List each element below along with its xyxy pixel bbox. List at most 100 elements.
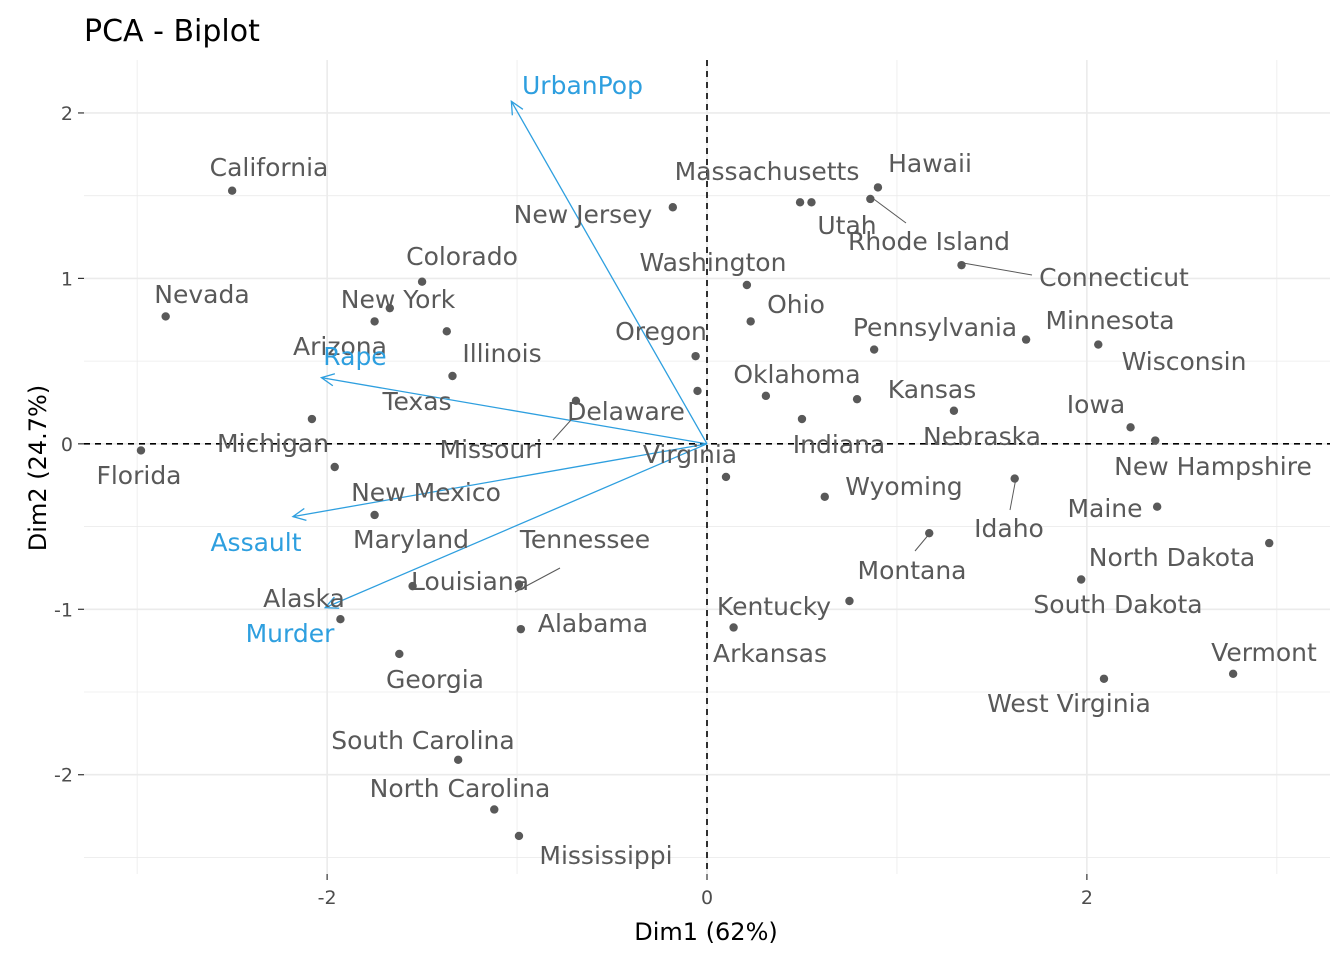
point-missouri [571, 396, 581, 406]
point-label-minnesota: Minnesota [1045, 306, 1174, 335]
point-label-kentucky: Kentucky [717, 592, 831, 621]
point-massachusetts [795, 198, 805, 207]
point-label-vermont: Vermont [1211, 638, 1317, 667]
y-tick-label: -1 [54, 599, 73, 621]
point-alabama [516, 624, 526, 634]
point-label-california: California [210, 153, 329, 182]
point-label-north-carolina: North Carolina [370, 774, 551, 803]
point-new-hampshire [1151, 436, 1160, 445]
point-label-colorado: Colorado [406, 242, 518, 271]
leader-tennessee [514, 567, 561, 593]
point-label-south-dakota: South Dakota [1033, 590, 1202, 619]
point-maryland [370, 510, 379, 520]
point-arkansas [729, 623, 738, 632]
point-michigan [307, 414, 317, 424]
point-label-kansas: Kansas [888, 375, 977, 404]
point-south-dakota [1076, 575, 1086, 584]
leader-rhode-island [870, 196, 907, 224]
x-tick-label: 2 [1081, 887, 1093, 909]
arrow-assault [291, 443, 708, 522]
point-vermont [1228, 669, 1238, 679]
point-label-wyoming: Wyoming [845, 472, 962, 501]
point-rhode-island [866, 194, 875, 204]
point-label-georgia: Georgia [386, 665, 484, 694]
point-georgia [395, 649, 404, 659]
point-label-tennessee: Tennessee [519, 525, 650, 554]
point-label-north-dakota: North Dakota [1089, 543, 1255, 572]
point-illinois [442, 327, 451, 336]
point-label-rhode-island: Rhode Island [848, 227, 1010, 256]
point-wisconsin [1094, 340, 1103, 349]
variable-label-murder: Murder [246, 619, 336, 648]
point-minnesota [1021, 335, 1031, 344]
point-nebraska [949, 406, 959, 415]
y-axis-title: Dim2 (24.7%) [24, 385, 52, 551]
variable-arrows [291, 100, 708, 609]
point-label-massachusetts: Massachusetts [675, 157, 860, 186]
arrow-rape [319, 373, 708, 445]
x-tick-label: 0 [701, 887, 713, 909]
y-tick-label: 0 [61, 434, 73, 456]
point-california [227, 186, 237, 195]
point-kansas [852, 394, 862, 404]
individual-points [136, 183, 1274, 841]
axes: -2 0 2 -2 -1 0 1 2 [54, 103, 1093, 909]
point-hawaii [873, 183, 883, 192]
leader-connecticut [962, 262, 1033, 276]
chart-title: PCA - Biplot [84, 14, 260, 49]
point-idaho [1010, 474, 1019, 483]
y-tick-label: 1 [61, 268, 73, 290]
y-tick-label: 2 [61, 103, 73, 125]
reference-lines [84, 60, 1330, 874]
y-tick-label: -2 [54, 765, 73, 787]
variable-label-urbanpop: UrbanPop [522, 71, 643, 100]
point-label-missouri: Missouri [440, 435, 543, 464]
point-label-iowa: Iowa [1067, 390, 1125, 419]
point-label-texas: Texas [381, 387, 451, 416]
point-label-oregon: Oregon [615, 317, 707, 346]
point-connecticut [957, 260, 966, 270]
point-label-arizona: Arizona [293, 332, 387, 361]
point-florida [136, 446, 146, 455]
point-louisiana [408, 581, 417, 591]
point-label-nevada: Nevada [154, 280, 249, 309]
point-mississippi [514, 831, 524, 841]
point-label-delaware: Delaware [567, 397, 685, 426]
point-label-new-jersey: New Jersey [514, 200, 653, 229]
point-label-maine: Maine [1067, 494, 1142, 523]
point-tennessee [514, 580, 524, 589]
x-tick-label: -2 [318, 887, 337, 909]
point-wyoming [820, 492, 829, 501]
point-label-wisconsin: Wisconsin [1122, 347, 1247, 376]
point-label-connecticut: Connecticut [1039, 263, 1189, 292]
point-label-pennsylvania: Pennsylvania [853, 313, 1017, 342]
point-label-maryland: Maryland [353, 525, 469, 554]
point-label-south-carolina: South Carolina [331, 726, 514, 755]
point-label-idaho: Idaho [974, 514, 1044, 543]
point-washington [742, 280, 752, 290]
point-iowa [1126, 423, 1135, 432]
point-north-carolina [490, 805, 499, 814]
point-new-mexico [330, 462, 339, 472]
point-label-west-virginia: West Virginia [987, 689, 1151, 718]
point-colorado [417, 277, 427, 286]
point-west-virginia [1099, 674, 1109, 683]
point-texas [448, 371, 457, 381]
point-label-new-hampshire: New Hampshire [1114, 452, 1312, 481]
point-oklahoma [761, 391, 771, 401]
arrow-urbanpop [510, 100, 708, 445]
point-virginia [721, 472, 731, 482]
point-new-york [385, 303, 395, 313]
point-maine [1152, 502, 1162, 511]
point-label-indiana: Indiana [793, 430, 886, 459]
point-oregon [691, 351, 700, 361]
point-arizona [370, 317, 379, 326]
point-alaska [336, 615, 345, 624]
point-label-alaska: Alaska [263, 584, 345, 613]
point-label-hawaii: Hawaii [888, 149, 972, 178]
point-nevada [161, 312, 170, 321]
point-north-dakota [1265, 538, 1274, 548]
point-label-mississippi: Mississippi [539, 841, 672, 870]
point-label-arkansas: Arkansas [713, 639, 827, 668]
